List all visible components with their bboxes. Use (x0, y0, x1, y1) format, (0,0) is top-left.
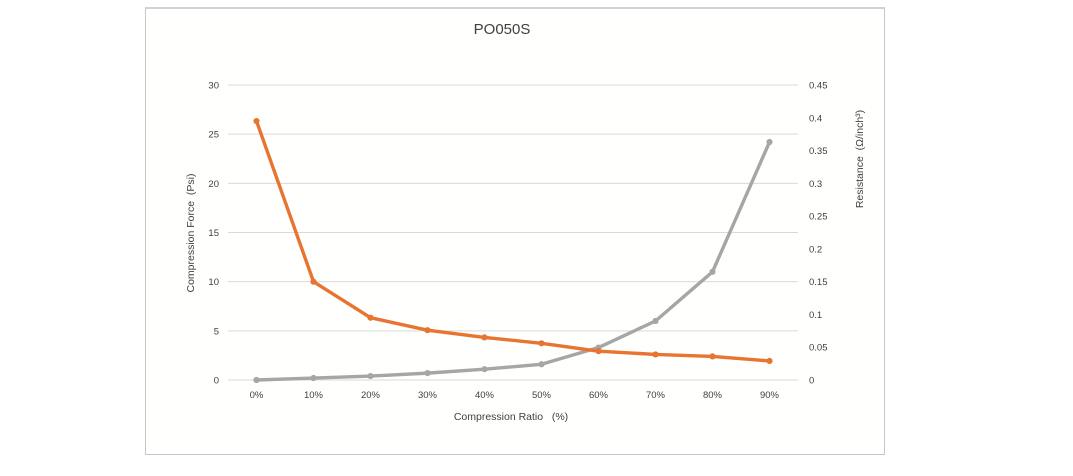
x-tick-label: 0% (250, 390, 264, 401)
data-point-marker (253, 376, 260, 384)
y-right-tick-label: 0.05 (809, 343, 828, 354)
data-point-marker (424, 327, 431, 334)
data-point-marker (652, 317, 659, 325)
y-right-tick-label: 0.1 (809, 310, 822, 321)
y-right-tick-label: 0.35 (809, 146, 828, 157)
x-tick-label: 20% (361, 390, 381, 401)
y-right-tick-label: 0.15 (809, 277, 828, 288)
y-right-axis-title: Resistance (Ω/inch³) (854, 109, 866, 209)
x-tick-label: 50% (532, 390, 552, 401)
data-point-marker (766, 357, 773, 365)
data-point-marker (481, 334, 488, 341)
x-tick-label: 40% (475, 390, 495, 401)
data-point-marker (253, 117, 260, 125)
x-tick-label: 30% (418, 390, 438, 401)
data-point-marker (310, 374, 317, 382)
y-left-tick-label: 5 (214, 326, 219, 337)
data-point-marker (709, 353, 716, 360)
y-left-tick-label: 25 (208, 130, 219, 141)
x-tick-label: 80% (703, 390, 723, 401)
x-tick-label: 10% (304, 390, 324, 401)
line-chart: 0 5 10 15 20 25 30 0 0.05 0.1 0.15 0.2 0.25 0.3 0.35 0.… (208, 81, 828, 402)
data-point-marker (481, 366, 488, 373)
y-right-tick-label: 0.25 (809, 212, 828, 223)
x-tick-label: 60% (589, 390, 609, 401)
chart-title: PO050S (473, 21, 531, 38)
data-point-marker (367, 372, 374, 380)
data-point-marker (538, 340, 545, 347)
y-left-tick-label: 0 (214, 376, 219, 387)
y-left-tick-label: 30 (208, 81, 219, 92)
y-right-tick-label: 0 (809, 376, 814, 387)
x-axis-title: Compression Ratio (%) (453, 411, 569, 423)
data-point-marker (652, 351, 659, 358)
series-line-compression-force (254, 140, 772, 382)
y-right-tick-label: 0.45 (809, 81, 828, 92)
y-left-tick-label: 20 (208, 179, 219, 190)
y-left-tick-label: 10 (208, 277, 219, 288)
y-right-tick-label: 0.3 (809, 179, 822, 190)
data-point-marker (367, 314, 374, 321)
data-point-marker (709, 268, 716, 275)
data-point-marker (595, 348, 602, 355)
y-left-axis-title: Compression Force (Psi) (185, 173, 197, 293)
data-point-marker (766, 138, 773, 146)
data-point-marker (538, 361, 545, 368)
series-line-resistance (254, 119, 772, 363)
y-right-tick-label: 0.2 (809, 244, 822, 255)
data-point-marker (310, 278, 317, 285)
x-tick-label: 90% (760, 390, 780, 401)
y-left-tick-label: 15 (208, 228, 219, 239)
chart-card: PO050S 0 5 10 15 20 25 30 0 0.05 0.1 0.15 0.2 0.25 0.… (145, 7, 885, 455)
data-point-marker (424, 370, 431, 377)
y-right-tick-label: 0.4 (809, 113, 822, 124)
x-tick-label: 70% (646, 390, 666, 401)
